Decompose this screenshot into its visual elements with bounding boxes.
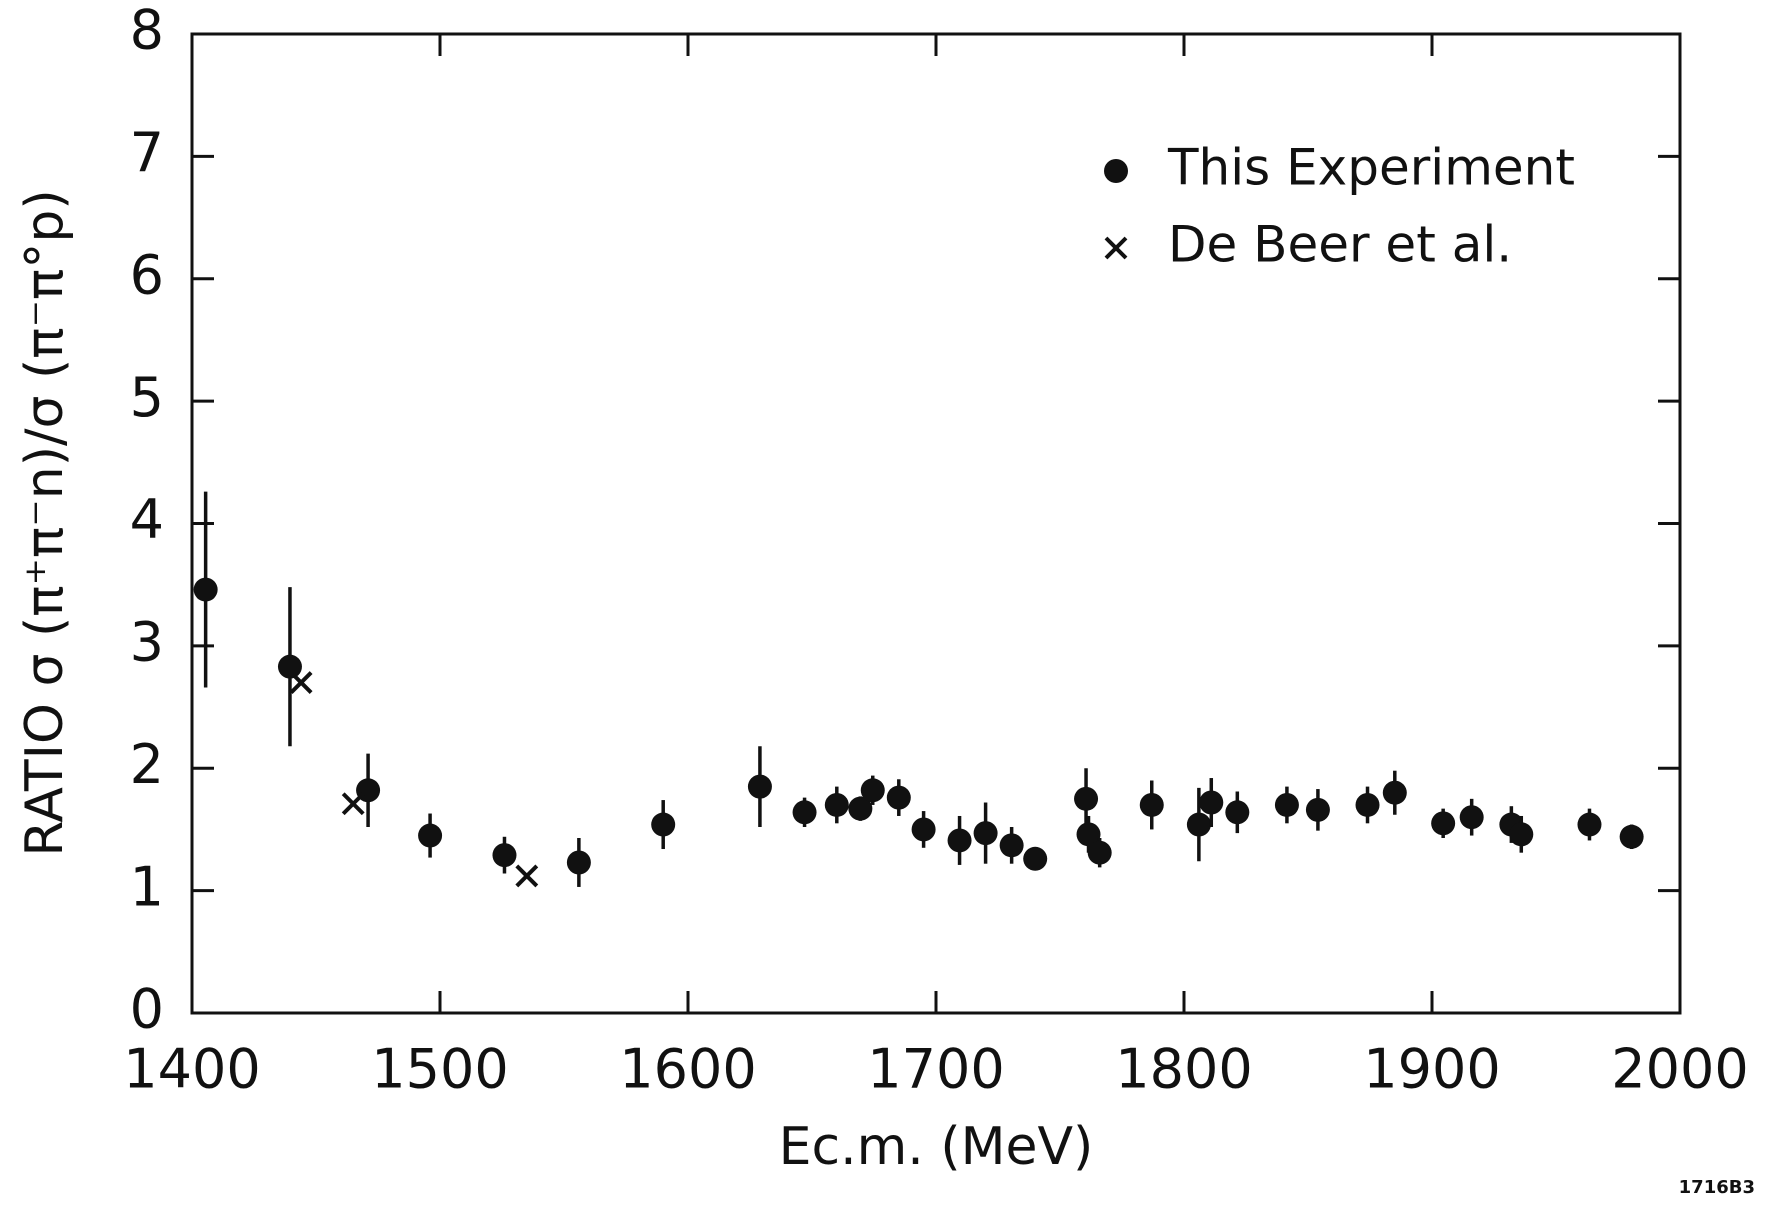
x-tick-label: 1700 (867, 1038, 1004, 1101)
legend-marker (1104, 236, 1128, 260)
data-point (1274, 792, 1299, 817)
y-tick-label: 3 (130, 611, 164, 674)
cross-stroke (1104, 236, 1128, 260)
figure-code: 1716B3 (1679, 1177, 1755, 1198)
x-tick-label: 2000 (1611, 1038, 1748, 1101)
data-point (1382, 780, 1407, 805)
cross-stroke (515, 864, 539, 888)
data-point (1186, 812, 1211, 837)
x-tick-label: 1800 (1115, 1038, 1252, 1101)
data-point (792, 800, 817, 825)
y-axis-label: RATIO σ (π⁺π⁻n)/σ (π⁻π°p) (15, 189, 75, 856)
y-tick-label: 7 (130, 121, 164, 184)
x-tick-label: 1400 (123, 1038, 260, 1101)
x-tick-label: 1600 (619, 1038, 756, 1101)
data-point (1074, 786, 1099, 811)
legend-label: De Beer et al. (1168, 216, 1512, 274)
data-point (193, 577, 218, 602)
data-point (1431, 811, 1456, 836)
data-point (1076, 822, 1101, 847)
data-point (999, 833, 1024, 858)
data-point (1087, 840, 1112, 865)
x-axis-label: Ec.m. (MeV) (779, 1117, 1094, 1177)
cross-stroke (289, 671, 313, 695)
data-point (1139, 792, 1164, 817)
data-point (515, 864, 539, 888)
data-point (848, 796, 873, 821)
data-point (277, 654, 302, 679)
data-point (651, 812, 676, 837)
y-tick-label: 4 (130, 488, 164, 551)
data-point (747, 774, 772, 799)
data-point (911, 817, 936, 842)
y-tick-label: 8 (130, 0, 164, 62)
data-point (824, 792, 849, 817)
data-point (886, 785, 911, 810)
data-point (973, 821, 998, 846)
data-point (1355, 792, 1380, 817)
data-point (1225, 800, 1250, 825)
y-tick-label: 0 (130, 978, 164, 1041)
data-point (1577, 812, 1602, 837)
data-point (566, 850, 591, 875)
data-point (1199, 790, 1224, 815)
data-point (289, 671, 313, 695)
legend-label: This Experiment (1167, 139, 1575, 197)
y-tick-label: 6 (130, 243, 164, 306)
cross-stroke (341, 792, 365, 816)
x-tick-label: 1500 (371, 1038, 508, 1101)
data-point (1023, 846, 1048, 871)
legend-marker (1104, 159, 1128, 183)
data-point (341, 792, 365, 816)
data-point (418, 823, 443, 848)
data-point (947, 828, 972, 853)
y-tick-label: 5 (130, 366, 164, 429)
data-point (1619, 824, 1644, 849)
data-point (492, 843, 517, 868)
y-tick-label: 1 (130, 855, 164, 918)
data-point (1509, 822, 1534, 847)
data-point (860, 778, 885, 803)
data-point (1305, 797, 1330, 822)
x-tick-label: 1900 (1363, 1038, 1500, 1101)
y-tick-label: 2 (130, 733, 164, 796)
data-point (1459, 805, 1484, 830)
